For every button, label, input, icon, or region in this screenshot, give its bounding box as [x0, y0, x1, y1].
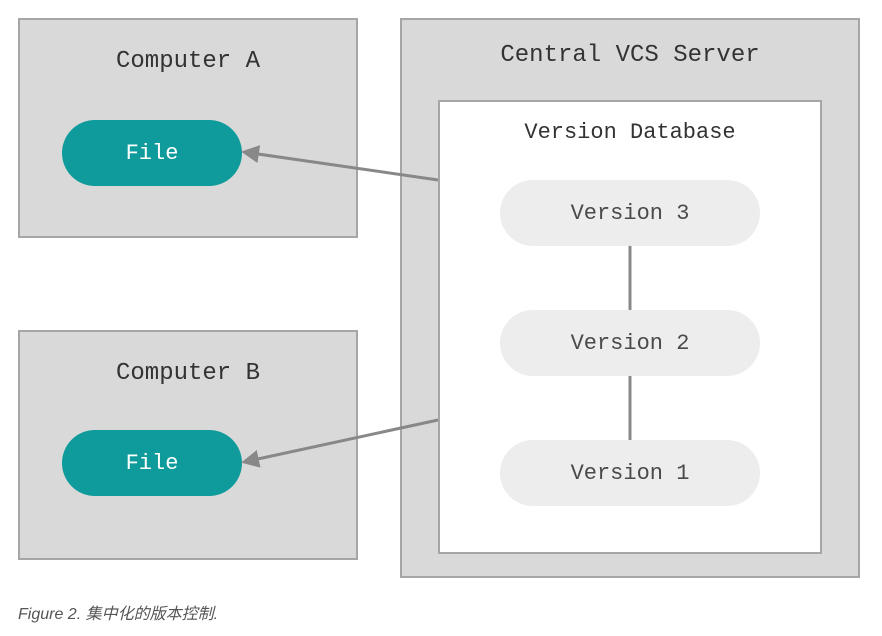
version-database-title: Version Database	[440, 120, 820, 145]
figure-caption: Figure 2. 集中化的版本控制.	[18, 600, 218, 624]
file-a-label: File	[126, 141, 179, 166]
version-1-pill: Version 1	[500, 440, 760, 506]
file-b-label: File	[126, 451, 179, 476]
server-title: Central VCS Server	[402, 42, 858, 69]
version-3-pill: Version 3	[500, 180, 760, 246]
version-1-label: Version 1	[571, 461, 690, 486]
version-2-label: Version 2	[571, 331, 690, 356]
version-2-pill: Version 2	[500, 310, 760, 376]
version-3-label: Version 3	[571, 201, 690, 226]
computer-a-title: Computer A	[20, 48, 356, 75]
file-a-pill: File	[62, 120, 242, 186]
computer-b-title: Computer B	[20, 360, 356, 387]
file-b-pill: File	[62, 430, 242, 496]
